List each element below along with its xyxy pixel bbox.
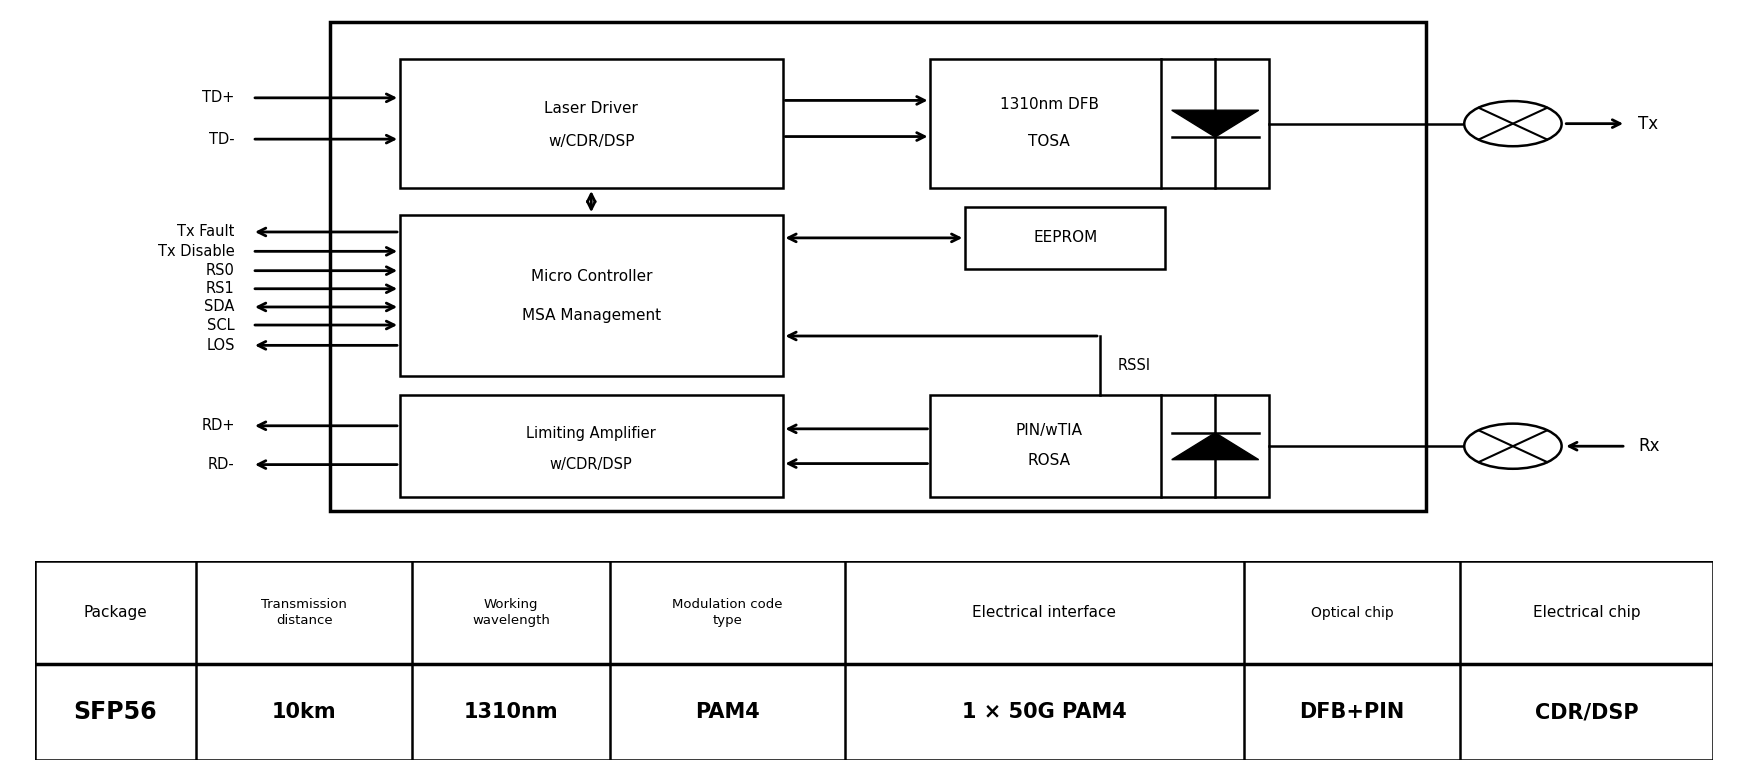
Text: PIN/wTIA: PIN/wTIA bbox=[1016, 423, 1083, 439]
Text: Electrical chip: Electrical chip bbox=[1532, 605, 1640, 620]
Text: PAM4: PAM4 bbox=[696, 703, 760, 723]
Text: Modulation code
type: Modulation code type bbox=[671, 598, 783, 627]
Text: LOS: LOS bbox=[207, 338, 235, 353]
Text: RS0: RS0 bbox=[205, 263, 235, 278]
Text: TD+: TD+ bbox=[202, 91, 235, 105]
Text: w/CDR/DSP: w/CDR/DSP bbox=[548, 134, 635, 149]
Text: Electrical interface: Electrical interface bbox=[972, 605, 1116, 620]
Bar bbox=[400, 396, 783, 498]
Bar bbox=[965, 207, 1165, 269]
Bar bbox=[330, 22, 1426, 511]
Text: Tx: Tx bbox=[1638, 114, 1659, 133]
Text: 1310nm: 1310nm bbox=[464, 703, 558, 723]
Text: Laser Driver: Laser Driver bbox=[544, 101, 638, 116]
Text: Transmission
distance: Transmission distance bbox=[261, 598, 348, 627]
Text: MSA Management: MSA Management bbox=[522, 307, 661, 323]
Ellipse shape bbox=[1464, 424, 1562, 468]
Text: SDA: SDA bbox=[205, 300, 235, 314]
Text: Working
wavelength: Working wavelength bbox=[473, 598, 550, 627]
Text: Optical chip: Optical chip bbox=[1311, 605, 1393, 620]
Text: RS1: RS1 bbox=[205, 281, 235, 296]
Text: ROSA: ROSA bbox=[1028, 453, 1071, 468]
Bar bbox=[930, 59, 1269, 188]
Text: Micro Controller: Micro Controller bbox=[530, 269, 652, 284]
Text: CDR/DSP: CDR/DSP bbox=[1536, 703, 1638, 723]
Text: DFB+PIN: DFB+PIN bbox=[1299, 703, 1405, 723]
Polygon shape bbox=[1172, 110, 1259, 137]
Bar bbox=[400, 59, 783, 188]
Text: Tx Disable: Tx Disable bbox=[158, 243, 235, 259]
Text: 1310nm DFB: 1310nm DFB bbox=[1000, 97, 1099, 112]
Text: SCL: SCL bbox=[207, 317, 235, 333]
Bar bbox=[930, 396, 1269, 498]
Ellipse shape bbox=[1464, 101, 1562, 146]
Polygon shape bbox=[1172, 433, 1259, 459]
Text: Limiting Amplifier: Limiting Amplifier bbox=[527, 426, 656, 442]
Text: Tx Fault: Tx Fault bbox=[177, 224, 235, 240]
Text: EEPROM: EEPROM bbox=[1033, 230, 1097, 246]
Text: SFP56: SFP56 bbox=[73, 700, 157, 724]
Text: w/CDR/DSP: w/CDR/DSP bbox=[550, 457, 633, 472]
Text: RD+: RD+ bbox=[202, 419, 235, 433]
Text: TOSA: TOSA bbox=[1028, 134, 1069, 149]
Text: TD-: TD- bbox=[209, 131, 235, 147]
Text: RSSI: RSSI bbox=[1118, 358, 1151, 373]
Bar bbox=[400, 215, 783, 376]
Text: Package: Package bbox=[83, 605, 148, 620]
Text: Rx: Rx bbox=[1638, 437, 1659, 455]
Text: 10km: 10km bbox=[271, 703, 336, 723]
Text: RD-: RD- bbox=[209, 457, 235, 472]
Text: 1 × 50G PAM4: 1 × 50G PAM4 bbox=[962, 703, 1127, 723]
